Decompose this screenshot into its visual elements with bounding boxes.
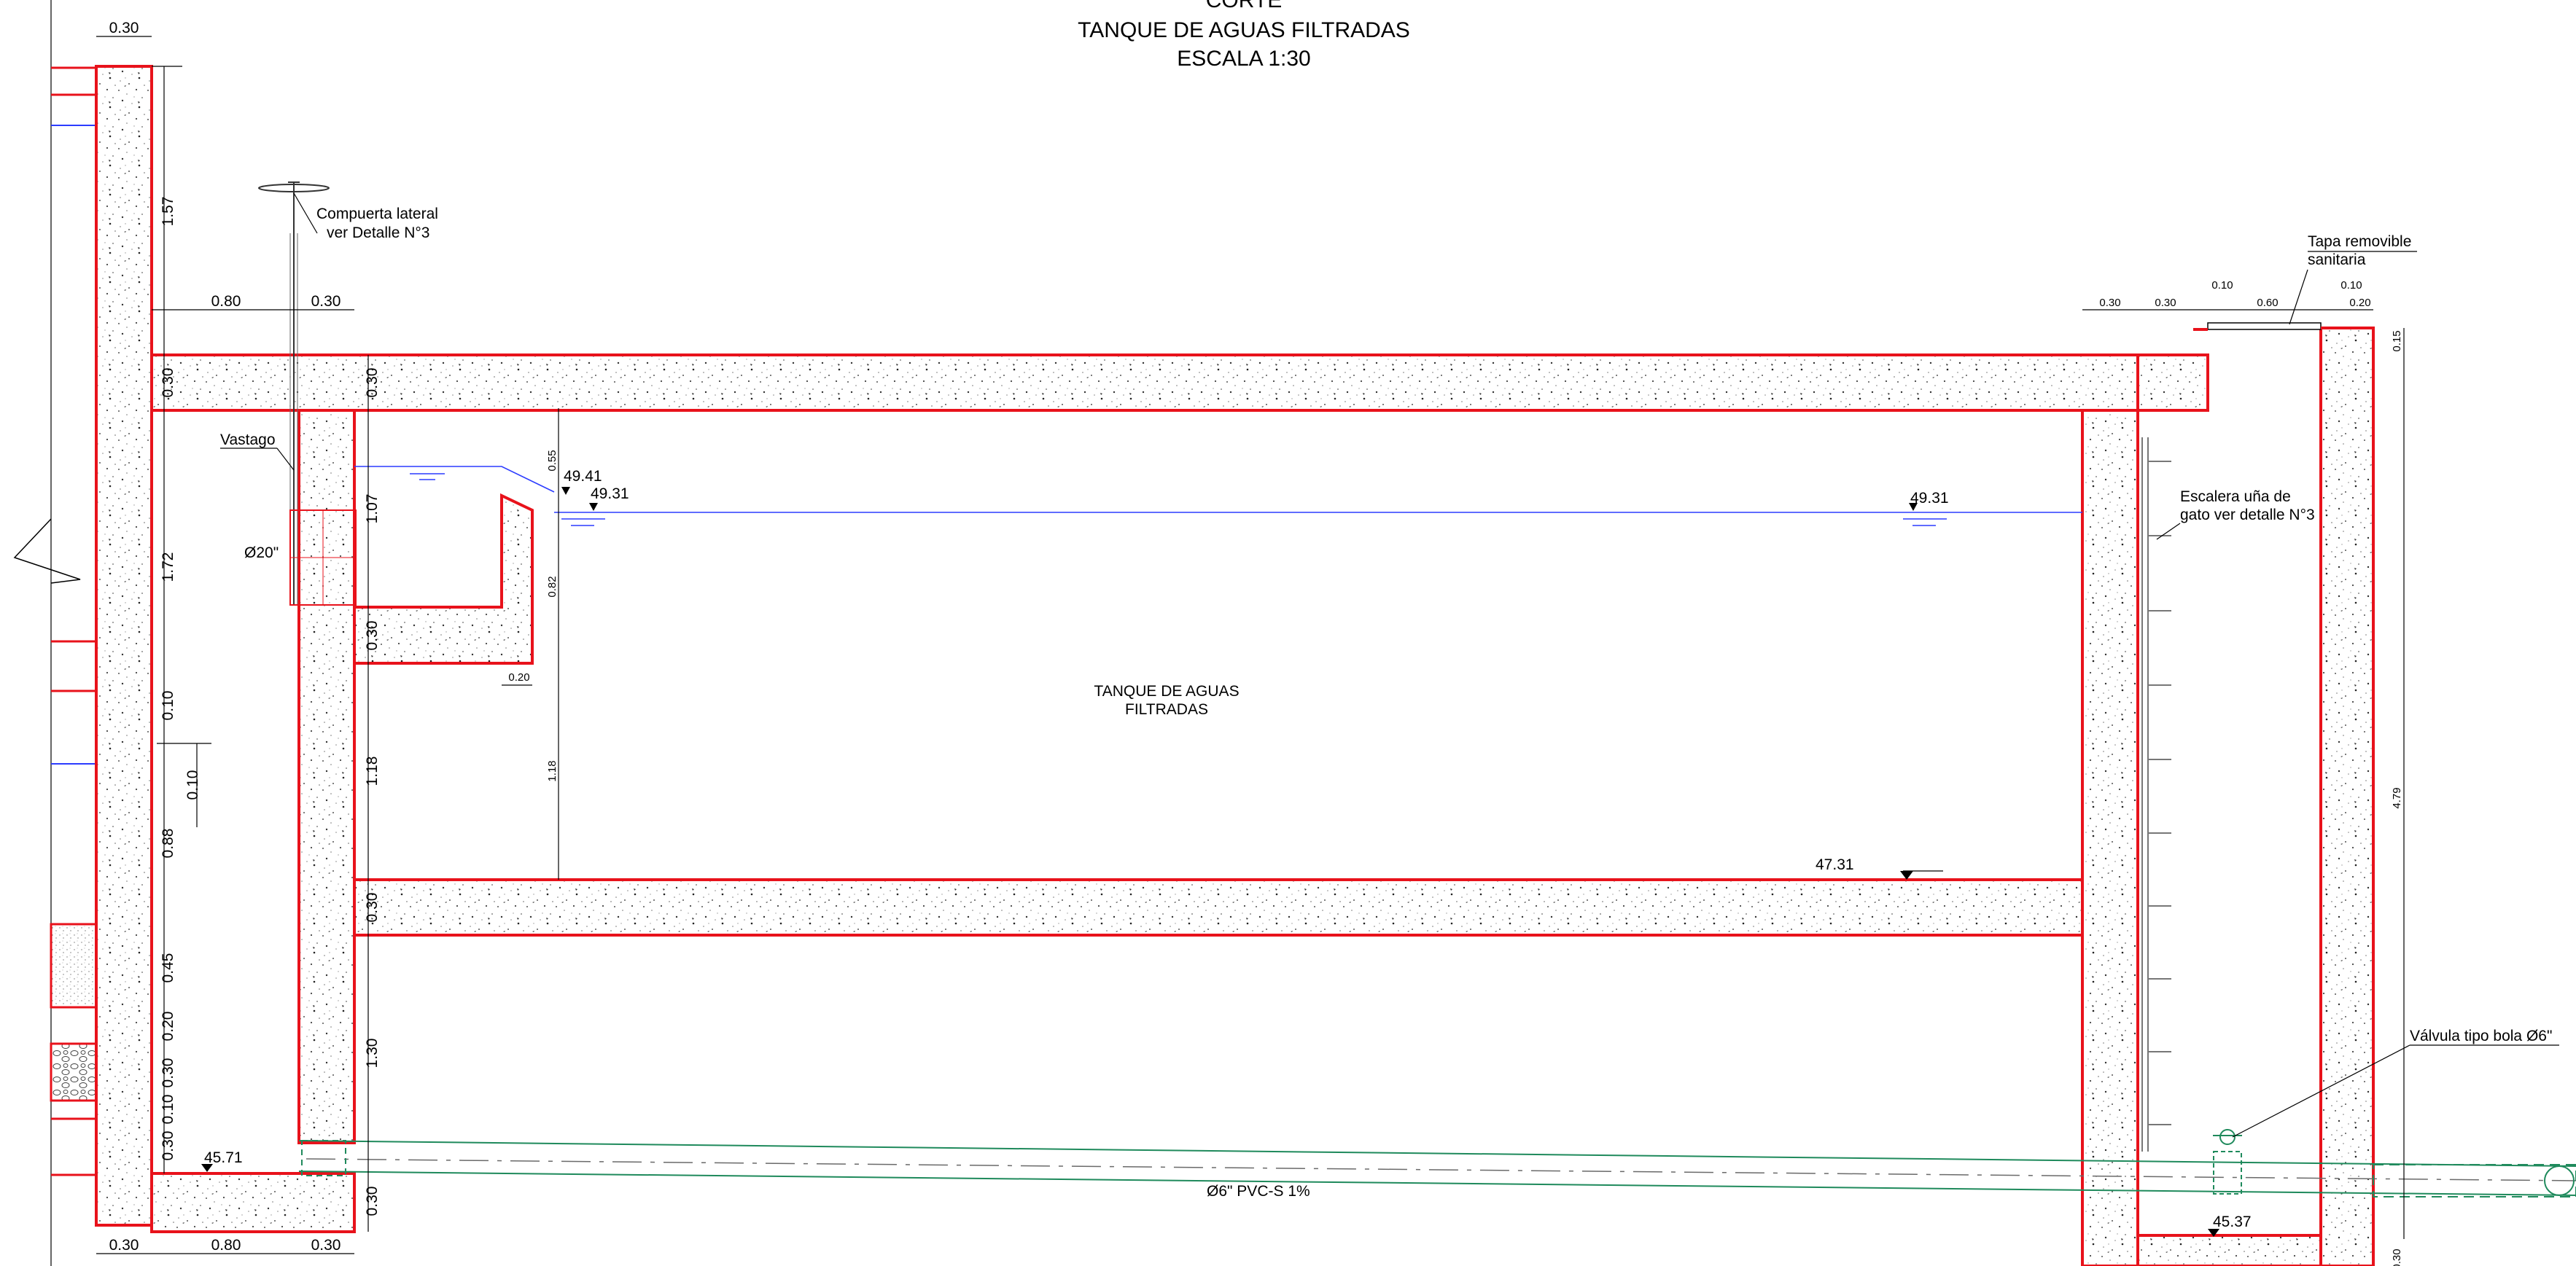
dim-value: 1.30 xyxy=(364,1039,381,1068)
label-diametro: Ø20" xyxy=(244,544,279,561)
dimension-values: 0.30 1.57 0.80 0.30 0.30 0.30 1.07 0.55 … xyxy=(109,20,2403,1266)
label-compuerta-2: ver Detalle N°3 xyxy=(327,224,429,241)
label-tuberia: Ø6" PVC-S 1% xyxy=(1207,1183,1310,1200)
lateral-gate xyxy=(258,181,357,606)
label-tanque-1: TANQUE DE AGUAS xyxy=(1094,683,1239,700)
dim-value: 0.82 xyxy=(546,576,559,597)
title-line-2: TANQUE DE AGUAS FILTRADAS xyxy=(1078,18,1410,42)
dim-value: 1.07 xyxy=(364,494,381,524)
dim-value: 0.10 xyxy=(2340,279,2362,292)
dim-value: 0.30 xyxy=(364,621,381,651)
label-tapa-2: sanitaria xyxy=(2308,251,2366,268)
dim-value: 0.30 xyxy=(311,293,341,310)
top-slab xyxy=(150,353,2209,412)
dim-value: 1.72 xyxy=(160,552,176,582)
left-filter-strip xyxy=(13,0,98,1266)
water-levels xyxy=(201,466,2219,1237)
dim-value: 0.30 xyxy=(364,368,381,398)
label-tapa-1: Tapa removible xyxy=(2308,233,2411,250)
level-4731: 47.31 xyxy=(1816,856,1854,873)
dim-value: 0.10 xyxy=(2211,279,2233,292)
dim-value: 0.30 xyxy=(2099,297,2120,309)
dim-value: 0.30 xyxy=(2155,297,2176,309)
dimension-lines xyxy=(96,36,2405,1254)
shaft-wall-right xyxy=(2319,327,2375,1266)
level-values: 49.41 49.31 49.31 47.31 45.71 45.37 xyxy=(204,468,2252,1230)
title-line-3: ESCALA 1:30 xyxy=(1177,47,1310,71)
dim-value: 0.88 xyxy=(160,829,176,859)
dim-value: 0.30 xyxy=(311,1237,341,1254)
label-compuerta-1: Compuerta lateral xyxy=(316,206,438,222)
dim-value: 0.30 xyxy=(160,1131,176,1161)
dim-value: 0.10 xyxy=(160,1095,176,1125)
dim-value: 0.80 xyxy=(211,293,241,310)
dim-value: 0.30 xyxy=(109,20,139,36)
dim-value: 0.80 xyxy=(211,1237,241,1254)
shaft-wall-left xyxy=(2081,409,2139,1266)
label-valvula: Válvula tipo bola Ø6" xyxy=(2410,1028,2552,1044)
dim-value: 0.10 xyxy=(160,691,176,721)
dim-value: 0.20 xyxy=(160,1012,176,1042)
level-4931-right: 49.31 xyxy=(1910,490,1949,507)
title-line-1: CORTE xyxy=(1206,0,1282,12)
tank-bottom-slab xyxy=(353,878,2084,937)
dim-value: 1.57 xyxy=(160,197,176,227)
label-escalera-2: gato ver detalle N°3 xyxy=(2180,507,2315,523)
dim-value: 0.20 xyxy=(2349,297,2370,309)
dim-value: 0.30 xyxy=(364,893,381,923)
base-slab-left xyxy=(150,1172,356,1233)
annotations: Compuerta lateral ver Detalle N°3 Vastag… xyxy=(220,206,2559,1200)
drain-pipe xyxy=(298,1129,2576,1197)
drawing-title: CORTE TANQUE DE AGUAS FILTRADAS ESCALA 1… xyxy=(1078,0,1410,71)
dim-value: 0.30 xyxy=(109,1237,139,1254)
level-4571: 45.71 xyxy=(204,1149,243,1166)
dim-value: 0.45 xyxy=(160,953,176,983)
dim-value: 4.79 xyxy=(2391,787,2403,808)
label-vastago: Vastago xyxy=(220,431,276,448)
dim-value: 1.18 xyxy=(546,760,559,781)
dim-value: 0.55 xyxy=(546,450,559,471)
ladder xyxy=(2141,437,2171,1152)
level-4941: 49.41 xyxy=(564,468,602,485)
dim-value: 0.10 xyxy=(184,770,201,800)
inner-wall xyxy=(297,409,356,1144)
label-escalera-1: Escalera uña de xyxy=(2180,488,2291,505)
dim-value: 1.18 xyxy=(364,757,381,786)
dim-value: 0.20 xyxy=(508,671,529,684)
dim-value: 0.30 xyxy=(2391,1249,2403,1266)
level-4931-left: 49.31 xyxy=(591,485,629,502)
dim-value: 0.60 xyxy=(2257,297,2278,309)
label-tanque-2: FILTRADAS xyxy=(1125,701,1208,718)
dim-value: 0.30 xyxy=(160,1058,176,1088)
left-outer-wall xyxy=(95,65,153,1227)
level-4537: 45.37 xyxy=(2213,1214,2252,1230)
dim-value: 0.30 xyxy=(160,368,176,398)
dim-value: 0.30 xyxy=(364,1187,381,1216)
removable-cover xyxy=(2193,322,2340,331)
dim-value: 0.15 xyxy=(2391,330,2403,351)
